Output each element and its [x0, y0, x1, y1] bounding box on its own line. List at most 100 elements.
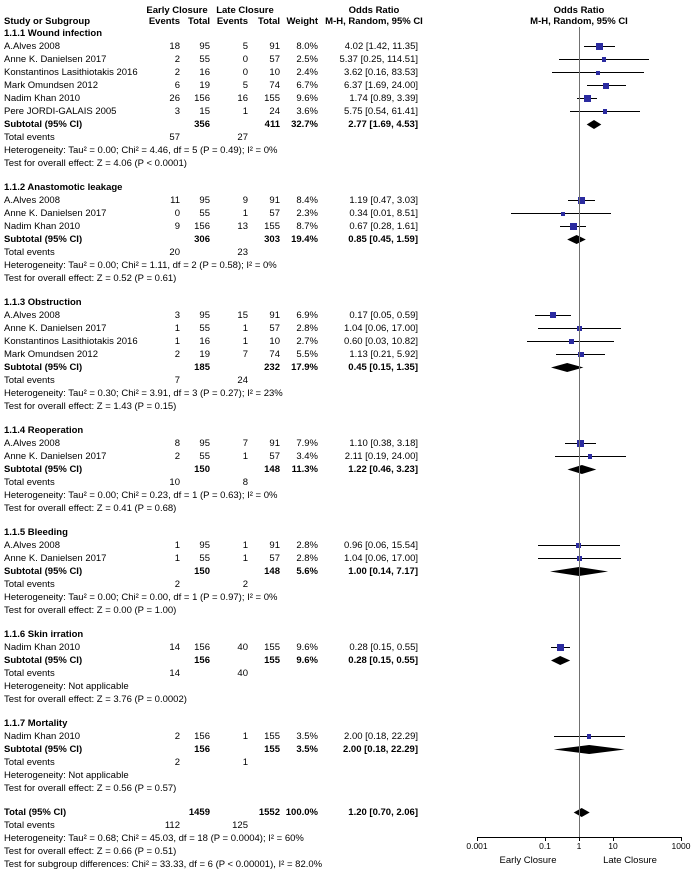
section-title: 1.1.5 Bleeding — [4, 527, 68, 538]
subtotal-total-late: 155 — [264, 744, 280, 755]
events-early-value: 9 — [174, 221, 180, 232]
plot-cell — [430, 539, 694, 552]
weight-value: 2.4% — [296, 67, 318, 78]
total-early-value: 16 — [199, 336, 210, 347]
plot-cell — [430, 335, 694, 348]
effect-marker — [578, 351, 584, 358]
events-early-value: 1 — [174, 540, 180, 551]
ci-line — [511, 213, 611, 214]
study-row: Nadim Khan 2010 14 156 40 155 9.6% 0.28 [0.15,… — [4, 641, 697, 654]
pooled-diamond — [551, 363, 584, 372]
total-events-early: 14 — [169, 668, 180, 679]
overall-effect-row: Test for overall effect: Z = 3.76 (P = 0… — [4, 693, 697, 706]
events-early-value: 8 — [174, 438, 180, 449]
or-ci-text: 0.17 [0.05, 0.59] — [349, 310, 418, 321]
weight-header: Weight — [286, 16, 319, 27]
total-late-value: 57 — [269, 553, 280, 564]
subtotal-row: Subtotal (95% CI) 185 232 17.9% 0.45 [0.15, … — [4, 361, 697, 374]
subtotal-label: Subtotal (95% CI) — [4, 464, 83, 475]
axis: 0.001 0.1 1 10 1000 Early Closure Late Closu… — [466, 837, 690, 871]
section-title: 1.1.4 Reoperation — [4, 425, 84, 436]
header-spacer — [4, 5, 144, 16]
or-ci-text: 1.04 [0.06, 17.00] — [344, 323, 418, 334]
mh-random-ci-plot-header: M-H, Random, 95% CI — [530, 16, 628, 27]
events-early-value: 2 — [174, 349, 180, 360]
heterogeneity-row: Heterogeneity: Not applicable — [4, 769, 697, 782]
pooled-diamond — [550, 567, 609, 576]
effect-marker — [587, 454, 593, 459]
overall-effect-text: Test for overall effect: Z = 4.06 (P < 0… — [4, 158, 187, 169]
total-early-value: 95 — [199, 41, 210, 52]
overall-effect-row: Test for overall effect: Z = 4.06 (P < 0… — [4, 157, 697, 170]
events-late-value: 1 — [242, 451, 248, 462]
footer-text-row: Heterogeneity: Tau² = 0.68; Chi² = 45.03… — [4, 832, 697, 845]
total-late-value: 91 — [269, 438, 280, 449]
odds-ratio-plot-header: Odds Ratio — [553, 5, 605, 16]
section-title: 1.1.6 Skin irration — [4, 629, 84, 640]
subgroup-section: 1.1.6 Skin irration Nadim Khan 2010 14 156 4… — [4, 628, 697, 706]
weight-value: 7.9% — [296, 438, 318, 449]
study-row: Nadim Khan 2010 26 156 16 155 9.6% 1.74 [0.89,… — [4, 92, 697, 105]
total-late-value: 10 — [269, 336, 280, 347]
total-events-row: Total events 14 40 — [4, 667, 697, 680]
weight-value: 2.8% — [296, 323, 318, 334]
total-block: Total (95% CI) 1459 1552 100.0% 1.20 [0.70, … — [4, 806, 697, 871]
study-row: Mark Omundsen 2012 6 19 5 74 6.7% 6.37 [1.69, … — [4, 79, 697, 92]
subgroup-section: 1.1.7 Mortality Nadim Khan 2010 2 156 1 155 3.… — [4, 717, 697, 795]
total-late-value: 24 — [269, 106, 280, 117]
section-title-row: 1.1.7 Mortality — [4, 717, 697, 730]
total-late-value: 74 — [269, 80, 280, 91]
total-events-early: 7 — [174, 375, 180, 386]
weight-value: 2.8% — [296, 540, 318, 551]
subtotal-label: Subtotal (95% CI) — [4, 362, 83, 373]
total-early-value: 19 — [199, 349, 210, 360]
total-early-value: 95 — [199, 195, 210, 206]
study-row: A.Alves 2008 11 95 9 91 8.4% 1.19 [0.47, 3.03] — [4, 194, 697, 207]
study-row: Konstantinos Lasithiotakis 2016 1 16 1 10 2.7… — [4, 335, 697, 348]
total-events-late: 8 — [242, 477, 248, 488]
plot-cell — [430, 53, 694, 66]
grand-total-late: 1552 — [258, 807, 280, 818]
total-events-late: 1 — [242, 757, 248, 768]
plot-cell — [430, 654, 694, 667]
overall-effect-text: Test for overall effect: Z = 0.66 (P = 0… — [4, 846, 177, 857]
events-late-value: 5 — [242, 41, 248, 52]
subtotal-weight: 11.3% — [291, 464, 318, 475]
plot-cell — [430, 92, 694, 105]
study-name: Mark Omundsen 2012 — [4, 80, 98, 91]
weight-value: 3.4% — [296, 451, 318, 462]
subtotal-weight: 9.6% — [296, 655, 318, 666]
or-ci-text: 0.96 [0.06, 15.54] — [344, 540, 418, 551]
grand-total-early: 1459 — [188, 807, 210, 818]
effect-marker — [569, 223, 577, 230]
heterogeneity-row: Heterogeneity: Tau² = 0.00; Chi² = 0.00,… — [4, 591, 697, 604]
total-events-label: Total events — [4, 757, 55, 768]
study-row: Anne K. Danielsen 2017 1 55 1 57 2.8% 1.04 [0.… — [4, 552, 697, 565]
subtotal-or-ci-text: 0.85 [0.45, 1.59] — [348, 234, 418, 245]
subtotal-total-late: 411 — [264, 119, 280, 130]
events-late-value: 15 — [237, 310, 248, 321]
study-row: A.Alves 2008 1 95 1 91 2.8% 0.96 [0.06, 15.54] — [4, 539, 697, 552]
subgroup-section: 1.1.3 Obstruction A.Alves 2008 3 95 15 91 6.9%… — [4, 296, 697, 413]
study-name: Nadim Khan 2010 — [4, 221, 81, 232]
effect-marker — [556, 643, 564, 652]
total-row: Total (95% CI) 1459 1552 100.0% 1.20 [0.70, … — [4, 806, 697, 819]
total-late-value: 57 — [269, 323, 280, 334]
events-early-value: 0 — [174, 208, 180, 219]
footer-text-row: Test for subgroup differences: Chi² = 33… — [4, 858, 697, 871]
study-name: Anne K. Danielsen 2017 — [4, 54, 107, 65]
plot-cell — [430, 730, 694, 743]
study-name: Pere JORDI-GALAIS 2005 — [4, 106, 117, 117]
events-early-value: 1 — [174, 553, 180, 564]
study-row: Anne K. Danielsen 2017 0 55 1 57 2.3% 0.34 [0.… — [4, 207, 697, 220]
effect-marker — [583, 94, 591, 103]
events-early-value: 11 — [170, 195, 180, 206]
plot-cell — [430, 220, 694, 233]
subtotal-label: Subtotal (95% CI) — [4, 566, 83, 577]
study-row: A.Alves 2008 18 95 5 91 8.0% 4.02 [1.42, 11.35… — [4, 40, 697, 53]
group-header-late-closure: Late Closure — [216, 5, 274, 16]
subtotal-total-late: 155 — [264, 655, 280, 666]
events-late-value: 0 — [242, 54, 248, 65]
total-events-label: Total events — [4, 247, 55, 258]
